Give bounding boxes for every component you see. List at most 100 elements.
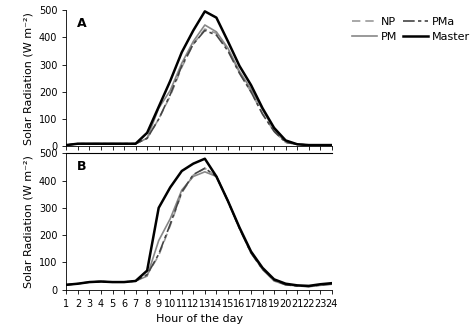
Master (87, 280, 92, 284)
NP (248, 90, 254, 94)
X-axis label: Hour of the day: Hour of the day (155, 314, 243, 324)
Master (133, 142, 138, 146)
Master (225, 199, 231, 203)
PMa (167, 222, 173, 226)
PMa (283, 283, 289, 287)
Line: NP: NP (66, 29, 332, 145)
NP (179, 191, 184, 195)
PMa (64, 283, 69, 287)
Master (329, 281, 335, 285)
NP (237, 71, 242, 75)
PMa (75, 282, 81, 286)
Text: B: B (77, 160, 86, 173)
NP (225, 199, 231, 203)
PM (248, 251, 254, 255)
PM (237, 226, 242, 230)
NP (144, 136, 150, 140)
PM (156, 106, 162, 110)
PMa (87, 142, 92, 146)
Master (167, 185, 173, 189)
PMa (179, 190, 184, 194)
NP (87, 142, 92, 146)
NP (214, 31, 219, 35)
PMa (329, 143, 335, 147)
PMa (121, 142, 127, 146)
Master (202, 157, 208, 161)
PMa (214, 33, 219, 37)
NP (294, 284, 300, 288)
NP (191, 173, 196, 177)
NP (64, 283, 69, 287)
Line: Master: Master (66, 11, 332, 145)
Master (133, 279, 138, 283)
PMa (98, 142, 104, 146)
PM (64, 143, 69, 147)
Master (167, 79, 173, 83)
NP (167, 223, 173, 227)
PM (202, 170, 208, 174)
PMa (144, 136, 150, 140)
PMa (133, 279, 138, 283)
Master (237, 64, 242, 68)
Y-axis label: Solar Radiation (W m⁻²): Solar Radiation (W m⁻²) (23, 155, 33, 288)
PMa (179, 64, 184, 68)
PM (248, 87, 254, 91)
Master (109, 142, 115, 146)
Master (237, 225, 242, 229)
Master (191, 28, 196, 32)
PM (191, 174, 196, 178)
Master (179, 50, 184, 54)
PM (121, 280, 127, 284)
PM (144, 274, 150, 278)
Master (98, 142, 104, 146)
PM (294, 284, 300, 288)
Master (98, 279, 104, 283)
PMa (167, 93, 173, 97)
PMa (260, 267, 265, 271)
PMa (283, 140, 289, 144)
Master (271, 277, 277, 281)
Master (191, 162, 196, 166)
Master (260, 106, 265, 110)
Master (318, 282, 323, 286)
Y-axis label: Solar Radiation (W m⁻²): Solar Radiation (W m⁻²) (23, 12, 33, 145)
Master (306, 143, 311, 147)
PMa (133, 142, 138, 146)
Master (283, 139, 289, 143)
NP (75, 142, 81, 146)
PM (121, 142, 127, 146)
NP (306, 284, 311, 288)
NP (64, 143, 69, 147)
Master (283, 282, 289, 286)
PM (329, 282, 335, 286)
PM (109, 280, 115, 284)
PMa (260, 112, 265, 116)
NP (109, 280, 115, 284)
Master (202, 9, 208, 13)
NP (202, 27, 208, 31)
NP (318, 283, 323, 287)
NP (133, 142, 138, 146)
NP (191, 42, 196, 46)
PM (294, 142, 300, 146)
Line: PMa: PMa (66, 168, 332, 286)
PM (144, 136, 150, 140)
Master (87, 142, 92, 146)
PM (237, 69, 242, 73)
NP (179, 65, 184, 69)
NP (133, 279, 138, 283)
PMa (271, 130, 277, 134)
Master (329, 143, 335, 147)
PM (306, 143, 311, 147)
PM (225, 46, 231, 50)
Master (214, 16, 219, 20)
PM (191, 39, 196, 43)
PMa (75, 142, 81, 146)
PM (202, 23, 208, 27)
PM (283, 283, 289, 287)
Master (75, 142, 81, 146)
NP (329, 282, 335, 286)
NP (283, 140, 289, 144)
Master (156, 105, 162, 109)
Master (121, 280, 127, 284)
